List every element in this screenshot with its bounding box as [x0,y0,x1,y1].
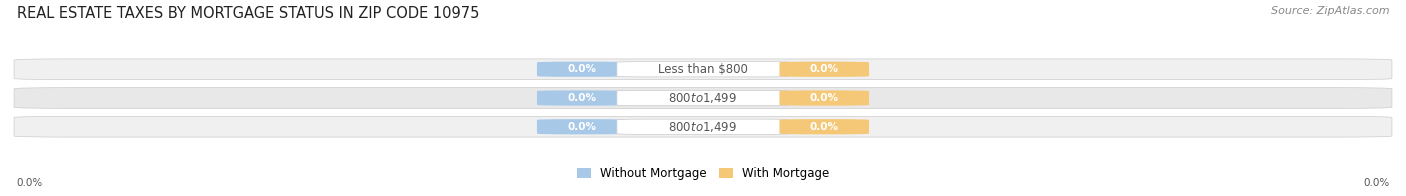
FancyBboxPatch shape [617,62,789,77]
FancyBboxPatch shape [14,116,1392,137]
FancyBboxPatch shape [14,88,1392,108]
FancyBboxPatch shape [779,119,869,134]
Text: 0.0%: 0.0% [810,64,839,74]
Text: 0.0%: 0.0% [1362,178,1389,188]
FancyBboxPatch shape [14,59,1392,80]
Text: REAL ESTATE TAXES BY MORTGAGE STATUS IN ZIP CODE 10975: REAL ESTATE TAXES BY MORTGAGE STATUS IN … [17,6,479,21]
FancyBboxPatch shape [537,119,627,134]
Text: $800 to $1,499: $800 to $1,499 [668,91,738,105]
Text: Source: ZipAtlas.com: Source: ZipAtlas.com [1271,6,1389,16]
Text: Less than $800: Less than $800 [658,63,748,76]
FancyBboxPatch shape [779,90,869,106]
Text: 0.0%: 0.0% [567,122,596,132]
Legend: Without Mortgage, With Mortgage: Without Mortgage, With Mortgage [576,167,830,180]
FancyBboxPatch shape [537,62,627,77]
FancyBboxPatch shape [537,90,627,106]
Text: 0.0%: 0.0% [810,93,839,103]
FancyBboxPatch shape [617,119,789,134]
FancyBboxPatch shape [779,62,869,77]
Text: 0.0%: 0.0% [567,64,596,74]
Text: 0.0%: 0.0% [567,93,596,103]
Text: 0.0%: 0.0% [17,178,44,188]
Text: 0.0%: 0.0% [810,122,839,132]
FancyBboxPatch shape [617,90,789,106]
Text: $800 to $1,499: $800 to $1,499 [668,120,738,134]
